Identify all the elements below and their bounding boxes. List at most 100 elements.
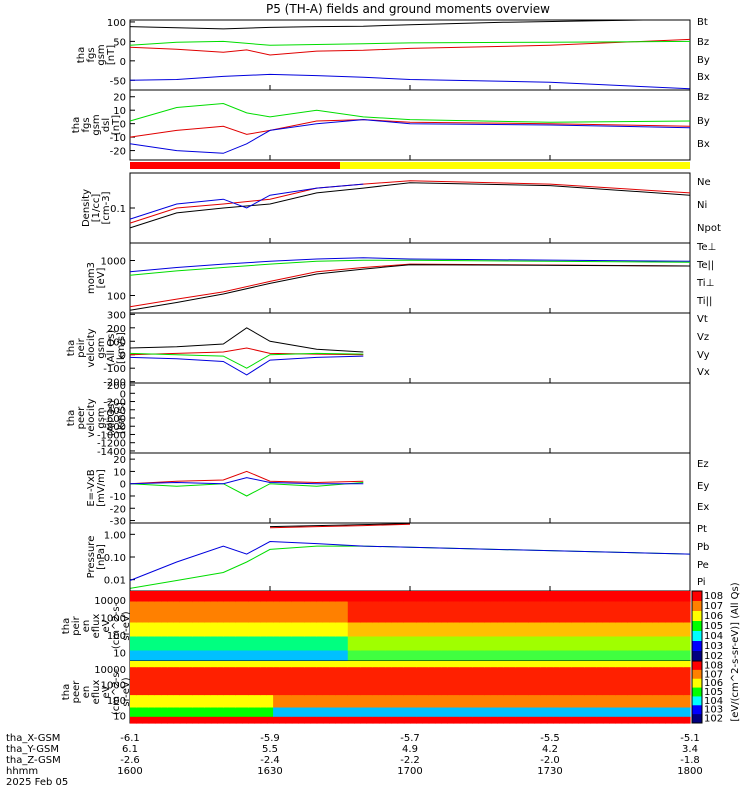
spectrogram-cell bbox=[322, 622, 330, 638]
spectrogram-cell bbox=[503, 636, 511, 652]
spectrogram-cell bbox=[304, 716, 312, 724]
spectrogram-cell bbox=[397, 667, 405, 696]
spectrogram-cell bbox=[360, 636, 368, 652]
spectrogram-cell bbox=[540, 667, 548, 696]
spectrogram-cell bbox=[136, 650, 144, 662]
spectrogram-cell bbox=[553, 636, 560, 652]
spectrogram-cell bbox=[229, 622, 237, 638]
spectrogram-cell bbox=[559, 622, 567, 638]
y-tick-label: 10 bbox=[113, 467, 126, 478]
spectrogram-cell bbox=[515, 695, 523, 709]
spectrogram-cell bbox=[646, 636, 654, 652]
spectrogram-cell bbox=[210, 601, 218, 624]
spectrogram-cell bbox=[335, 636, 343, 652]
spectrogram-cell bbox=[621, 622, 629, 638]
spectrogram-cell bbox=[515, 636, 523, 652]
spectrogram-cell bbox=[148, 661, 156, 668]
colorbar-segment bbox=[692, 611, 702, 622]
spectrogram-cell bbox=[571, 601, 579, 624]
spectrogram-cell bbox=[590, 650, 598, 662]
spectrogram-cell bbox=[652, 695, 660, 709]
y-tick-label: 200 bbox=[107, 324, 126, 335]
spectrogram-cell bbox=[316, 650, 324, 662]
series-line bbox=[129, 327, 364, 353]
spectrogram-cell bbox=[260, 622, 268, 638]
spectrogram-cell bbox=[142, 707, 150, 718]
spectrogram-cell bbox=[665, 636, 672, 652]
spectrogram-cell bbox=[391, 661, 399, 668]
spectrogram-cell bbox=[198, 695, 206, 709]
spectrogram-cell bbox=[391, 707, 399, 718]
spectrogram-cell bbox=[665, 695, 672, 709]
spectrogram-cell bbox=[615, 707, 623, 718]
spectrogram-cell bbox=[192, 622, 200, 638]
spectrogram-cell bbox=[360, 650, 368, 662]
spectrogram-cell bbox=[273, 667, 280, 696]
series-line bbox=[129, 40, 691, 46]
spectrogram-cell bbox=[590, 601, 598, 624]
y-tick-label: 1000 bbox=[101, 257, 126, 268]
spectrogram-cell bbox=[273, 591, 280, 603]
y-axis-label: tha fgs gsm dsl [nT] bbox=[71, 114, 122, 135]
spectrogram-cell bbox=[217, 601, 224, 624]
spectrogram-cell bbox=[602, 636, 610, 652]
spectrogram-cell bbox=[466, 591, 473, 603]
y-tick-label: 100 bbox=[107, 18, 126, 29]
colorbar-tick-label: 107 bbox=[704, 669, 723, 680]
spectrogram-cell bbox=[130, 716, 137, 724]
spectrogram-cell bbox=[646, 716, 654, 724]
spectrogram-cell bbox=[130, 636, 137, 652]
spectrogram-cell bbox=[372, 661, 380, 668]
spectrogram-cell bbox=[378, 622, 386, 638]
spectrogram-cell bbox=[210, 661, 218, 668]
y-axis-label-line: Density bbox=[81, 189, 92, 227]
x-axis-value: -2.4 bbox=[260, 755, 280, 766]
panel-5: tha peir velocity gsm (All Qs) [km/s] 300 200 10… bbox=[66, 310, 710, 388]
spectrogram-cell bbox=[640, 601, 648, 624]
spectrogram-cell bbox=[354, 650, 361, 662]
spectrogram-cell bbox=[285, 661, 293, 668]
spectrogram-cell bbox=[596, 622, 604, 638]
spectrogram-cell bbox=[322, 636, 330, 652]
spectrogram-cell bbox=[609, 636, 616, 652]
colorbar-label-text: [eV/(cm^2-s-sr-eV)] (All Qs) bbox=[730, 582, 741, 721]
spectrogram-cell bbox=[173, 601, 181, 624]
spectrogram-cell bbox=[534, 695, 542, 709]
y-tick-label: 1.00 bbox=[104, 530, 126, 541]
spectrogram-cell bbox=[291, 695, 299, 709]
spectrogram-cell bbox=[428, 661, 436, 668]
spectrogram-cell bbox=[167, 661, 175, 668]
y-axis-label-line: peer bbox=[76, 406, 87, 430]
spectrogram-cell bbox=[179, 707, 187, 718]
spectrogram-cell bbox=[223, 695, 231, 709]
spectrogram-cell bbox=[571, 636, 579, 652]
spectrogram-cell bbox=[335, 695, 343, 709]
spectrogram-cell bbox=[385, 622, 392, 638]
legend-label: Bz bbox=[697, 92, 709, 103]
spectrogram-cell bbox=[596, 591, 604, 603]
y-tick-label: 20 bbox=[113, 455, 126, 466]
y-axis-label-line: [cm-3] bbox=[101, 191, 112, 224]
colorbar-tick-label: 108 bbox=[704, 591, 723, 602]
spectrogram-cell bbox=[540, 707, 548, 718]
legend-label: Bx bbox=[697, 72, 710, 83]
spectrogram-cell bbox=[534, 707, 542, 718]
spectrogram-cell bbox=[490, 636, 498, 652]
y-axis-label-line: (cm^2-s- bbox=[111, 602, 122, 649]
spectrogram-cell bbox=[186, 716, 193, 724]
spectrogram-cell bbox=[584, 661, 592, 668]
spectrogram-cell bbox=[235, 707, 243, 718]
series-line bbox=[129, 183, 364, 220]
spectrogram-cell bbox=[242, 622, 249, 638]
y-axis-label-line: peir bbox=[76, 337, 87, 357]
spectrogram-cell bbox=[273, 650, 280, 662]
spectrogram-cell bbox=[416, 661, 424, 668]
colorbar-segment bbox=[692, 651, 702, 662]
spectrogram-cell bbox=[378, 707, 386, 718]
spectrogram-cell bbox=[378, 716, 386, 724]
colorbar-segment bbox=[692, 678, 702, 689]
spectrogram-cell bbox=[627, 622, 635, 638]
y-tick-label: 10 bbox=[113, 106, 126, 117]
y-tick-label: -20 bbox=[110, 147, 126, 158]
